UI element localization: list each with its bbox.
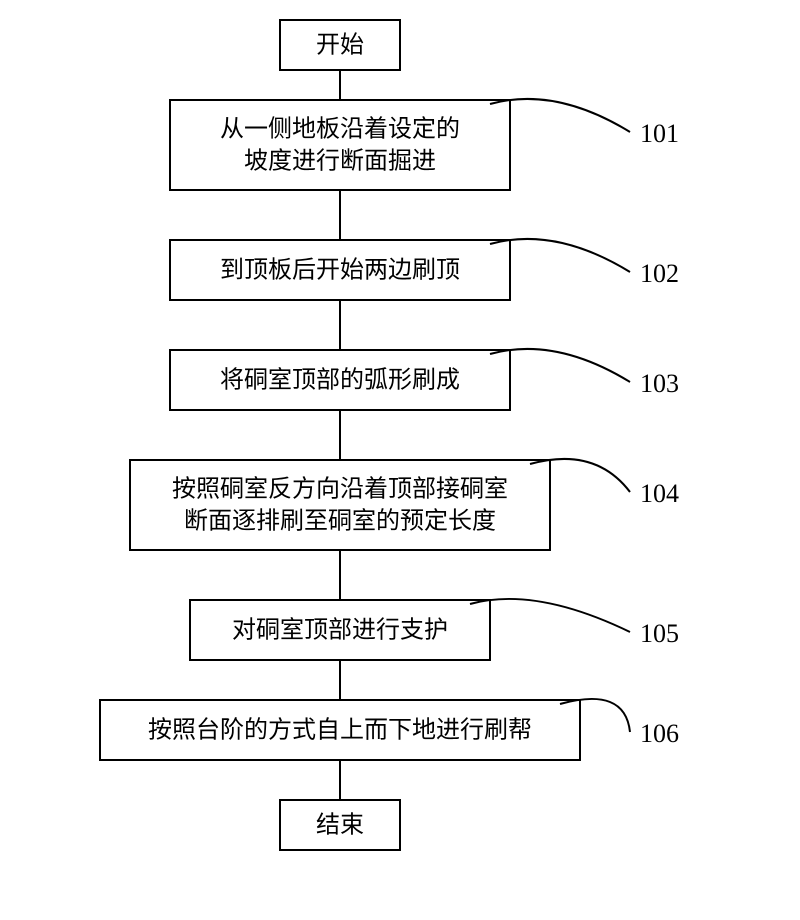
- step-id-104: 104: [640, 479, 679, 508]
- step-text-105-line0: 对硐室顶部进行支护: [232, 617, 448, 644]
- step-id-106: 106: [640, 719, 679, 748]
- step-text-101-line1: 坡度进行断面掘进: [244, 148, 436, 175]
- step-id-101: 101: [640, 119, 679, 148]
- step-box-104: [130, 460, 550, 550]
- step-id-105: 105: [640, 619, 679, 648]
- step-text-104-line0: 按照硐室反方向沿着顶部接硐室: [172, 475, 508, 502]
- step-text-102-line0: 到顶板后开始两边刷顶: [220, 257, 460, 284]
- step-id-102: 102: [640, 259, 679, 288]
- step-text-101-line0: 从一侧地板沿着设定的: [220, 115, 460, 142]
- step-box-101: [170, 100, 510, 190]
- start-label: 开始: [316, 32, 364, 59]
- step-text-103-line0: 将硐室顶部的弧形刷成: [220, 367, 460, 394]
- end-label: 结束: [316, 812, 364, 839]
- step-text-106-line0: 按照台阶的方式自上而下地进行刷帮: [148, 717, 532, 744]
- step-id-103: 103: [640, 369, 679, 398]
- step-text-104-line1: 断面逐排刷至硐室的预定长度: [184, 508, 496, 535]
- leader-105: [470, 599, 630, 632]
